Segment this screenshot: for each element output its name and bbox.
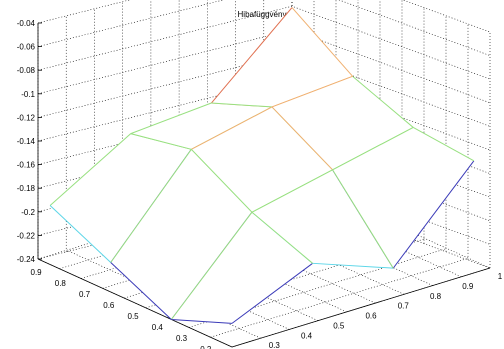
- left-axis-tick-label: 0.5: [128, 312, 140, 321]
- left-axis-tick-label: 0.7: [79, 290, 91, 299]
- surface-edge: [49, 133, 132, 206]
- surface-patch: [272, 76, 414, 170]
- right-axis-line: [231, 267, 491, 348]
- right-axis-ticks: 0.20.30.40.50.60.70.80.91: [269, 272, 503, 349]
- surface-edge: [210, 7, 293, 104]
- surface-edge: [49, 205, 112, 263]
- z-tick-label: -0.14: [17, 137, 36, 146]
- surface-patch: [50, 133, 192, 263]
- surface-edge: [291, 7, 354, 77]
- right-axis-tick-label: 1: [498, 272, 503, 281]
- z-tick-label: -0.06: [17, 43, 36, 52]
- z-tick-label: -0.08: [17, 66, 36, 75]
- z-tick-label: -0.1: [21, 90, 35, 99]
- surface-edge: [191, 106, 273, 150]
- z-tick-label: -0.22: [17, 231, 36, 240]
- surface-patch: [211, 7, 353, 107]
- left-axis-tick-label: 0.4: [152, 323, 164, 332]
- z-tick-label: -0.2: [21, 208, 35, 217]
- floor-gridline: [37, 258, 233, 348]
- z-tick-label: -0.24: [17, 255, 36, 264]
- floor-gridline: [66, 249, 261, 339]
- surface-edge: [392, 160, 475, 269]
- right-axis-tick-label: 0.3: [269, 341, 281, 349]
- z-gridline: [37, 0, 491, 56]
- surface-edge: [191, 148, 253, 213]
- surface-edge: [171, 319, 233, 324]
- surface-edge: [130, 102, 212, 135]
- z-tick-label: -0.16: [17, 161, 36, 170]
- z-tick-label: -0.12: [17, 113, 36, 122]
- surface-edge: [211, 102, 273, 108]
- chart-title: Hibafüggvény: [238, 10, 287, 19]
- surface-edge: [251, 211, 313, 264]
- surface-edge: [130, 133, 192, 150]
- right-axis-tick-label: 0.6: [365, 312, 377, 321]
- surface-edge: [110, 149, 192, 263]
- surface-patch: [252, 169, 394, 269]
- right-axis-tick-label: 0.7: [398, 302, 410, 311]
- z-gridline: [37, 5, 491, 80]
- surface-patch: [130, 103, 272, 150]
- z-tick-label: -0.18: [17, 184, 36, 193]
- surface-edge: [110, 262, 172, 320]
- z-tick-label: -0.04: [17, 19, 36, 28]
- surface-patch: [332, 127, 474, 269]
- surface-mesh: [49, 7, 475, 324]
- left-axis-tick-label: 0.3: [176, 334, 188, 343]
- right-axis-tick-label: 0.4: [301, 331, 313, 340]
- left-axis-ticks: 0.9 0.8 0.7 0.6 0.5 0.4 0.3 0.2: [31, 268, 212, 349]
- surface-edge: [170, 211, 253, 320]
- surface-patch: [110, 149, 252, 320]
- right-axis-tick-label: 0.8: [430, 292, 442, 301]
- left-axis-tick-label: 0.9: [31, 268, 43, 277]
- surface-edge: [332, 169, 394, 269]
- surface-edge: [332, 126, 414, 171]
- surface-edge: [271, 106, 333, 171]
- left-axis-tick-label: 0.8: [55, 279, 67, 288]
- surface-edge: [413, 126, 475, 162]
- surface-edge: [231, 262, 313, 324]
- surface-edge: [251, 169, 333, 213]
- surface-edge: [352, 75, 414, 128]
- z-axis-ticks: -0.04 -0.06 -0.08 -0.1 -0.12 -0.14 -0.16 -0.18 -…: [17, 19, 42, 264]
- right-axis-tick-label: 0.5: [333, 321, 345, 330]
- surface-edge: [312, 262, 394, 269]
- surface-patch: [171, 212, 313, 324]
- z-gridline: [37, 0, 491, 33]
- left-axis-tick-label: 0.6: [103, 301, 115, 310]
- left-axis-tick-label: 0.2: [200, 345, 212, 349]
- surface-edge: [271, 75, 353, 108]
- right-axis-tick-label: 0.9: [462, 282, 474, 291]
